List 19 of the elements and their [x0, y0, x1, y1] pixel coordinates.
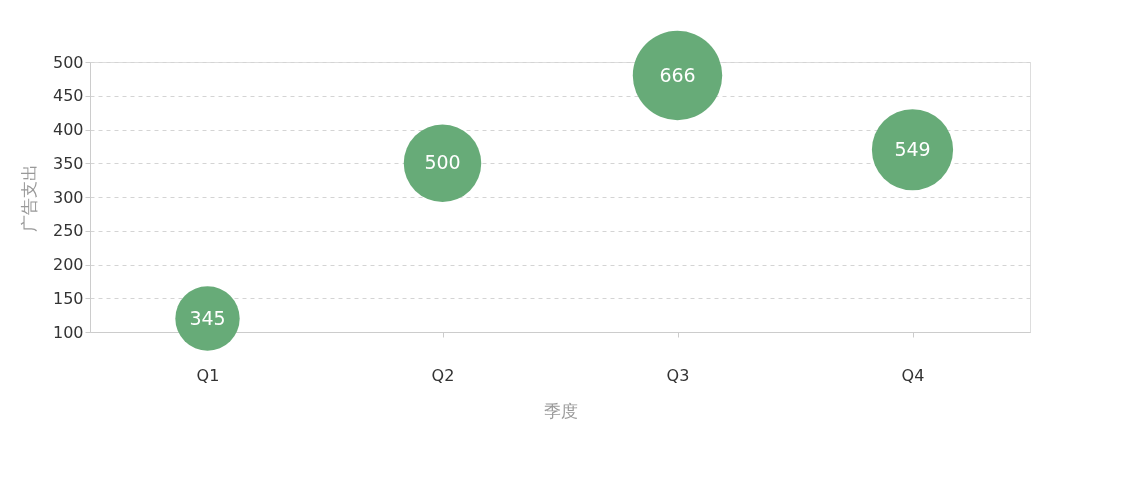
x-tick-label: Q2: [431, 365, 455, 385]
data-label: 345: [189, 306, 226, 329]
y-tick-label: 200: [52, 255, 84, 274]
y-tick-label: 250: [52, 221, 84, 241]
y-tick-label: 500: [52, 52, 84, 72]
x-tick-label: Q4: [901, 365, 925, 385]
x-axis-title: 季度: [543, 400, 578, 421]
data-label: 549: [894, 137, 931, 160]
y-tick-label: 400: [52, 120, 84, 139]
x-tick-label: Q3: [666, 365, 690, 385]
y-tick-label: 350: [52, 153, 84, 173]
y-tick-label: 450: [52, 86, 84, 106]
y-tick-label: 100: [52, 322, 84, 342]
data-label: 500: [424, 151, 461, 174]
y-tick-label: 300: [52, 187, 84, 207]
x-tick-label: Q1: [196, 365, 220, 385]
data-label: 666: [659, 63, 696, 86]
y-tick-label: 150: [52, 288, 84, 308]
y-axis-title: 广告支出: [18, 163, 39, 232]
